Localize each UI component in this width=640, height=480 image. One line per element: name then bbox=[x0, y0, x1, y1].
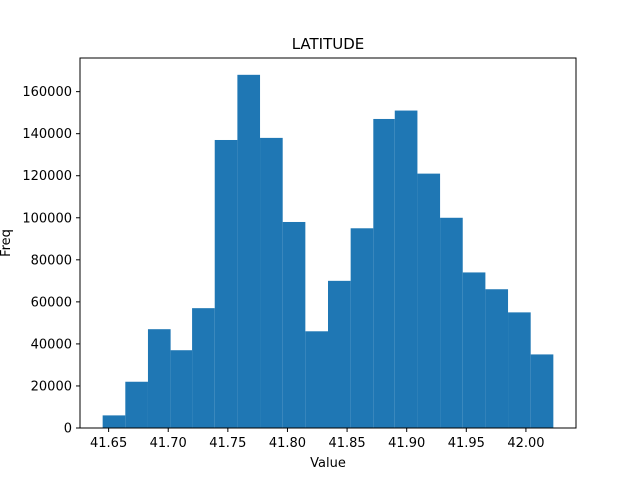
y-tick-label: 100000 bbox=[22, 211, 72, 226]
y-tick-label: 160000 bbox=[22, 85, 72, 100]
histogram-bar-10 bbox=[328, 280, 351, 428]
x-tick-label: 41.95 bbox=[448, 436, 485, 451]
histogram-bar-16 bbox=[462, 272, 486, 428]
histogram-bar-11 bbox=[350, 228, 374, 428]
histogram-bar-0 bbox=[102, 415, 126, 428]
y-tick-label: 20000 bbox=[31, 379, 72, 394]
chart-title: LATITUDE bbox=[292, 35, 365, 53]
x-tick-label: 41.75 bbox=[209, 436, 246, 451]
histogram-bar-2 bbox=[147, 329, 171, 428]
histogram-bar-7 bbox=[260, 137, 283, 429]
histogram-bar-6 bbox=[237, 74, 261, 429]
y-tick-label: 40000 bbox=[31, 337, 72, 352]
x-tick-label: 41.65 bbox=[90, 436, 127, 451]
y-axis-title: Freq bbox=[0, 229, 14, 257]
histogram-bar-14 bbox=[417, 173, 441, 428]
x-axis-title: Value bbox=[310, 456, 346, 471]
x-tick-label: 41.80 bbox=[269, 436, 306, 451]
bars-group bbox=[102, 74, 554, 429]
histogram-bar-1 bbox=[125, 381, 148, 428]
histogram-bar-12 bbox=[373, 118, 395, 428]
y-axis: 0 20000 40000 60000 80000 100000 120000 140000 1… bbox=[22, 85, 80, 437]
histogram-bar-15 bbox=[440, 217, 463, 428]
x-tick-label: 42.00 bbox=[507, 436, 544, 451]
histogram-bar-9 bbox=[305, 331, 328, 428]
y-tick-label: 0 bbox=[64, 422, 72, 437]
x-tick-label: 41.85 bbox=[328, 436, 365, 451]
y-tick-label: 120000 bbox=[22, 169, 72, 184]
histogram-bar-17 bbox=[485, 289, 509, 428]
x-tick-label: 41.70 bbox=[150, 436, 187, 451]
histogram-bar-5 bbox=[214, 139, 238, 428]
x-tick-label: 41.90 bbox=[388, 436, 425, 451]
histogram-bar-13 bbox=[394, 110, 418, 428]
histogram-bar-3 bbox=[170, 350, 193, 428]
plot-frame bbox=[79, 57, 577, 429]
y-tick-label: 80000 bbox=[31, 253, 72, 268]
histogram-bar-8 bbox=[282, 221, 306, 428]
y-tick-label: 60000 bbox=[31, 295, 72, 310]
y-tick-label: 140000 bbox=[22, 127, 72, 142]
histogram-bar-19 bbox=[530, 354, 554, 428]
x-axis: 41.65 41.70 41.75 41.80 41.85 41.90 41.95 42.00 bbox=[90, 428, 545, 451]
histogram-bar-18 bbox=[508, 312, 531, 428]
histogram-bar-4 bbox=[192, 308, 215, 428]
